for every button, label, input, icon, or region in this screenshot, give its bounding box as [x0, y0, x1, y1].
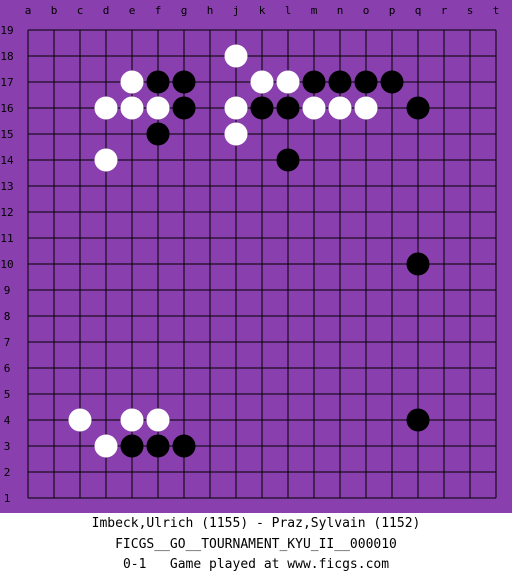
- black-stone: [328, 70, 352, 94]
- row-label: 15: [0, 128, 13, 141]
- black-stone: [146, 70, 170, 94]
- white-stone: [224, 96, 248, 120]
- row-label: 9: [4, 284, 11, 297]
- row-label: 13: [0, 180, 13, 193]
- column-label: q: [415, 4, 422, 17]
- white-stone: [302, 96, 326, 120]
- column-label: f: [155, 4, 162, 17]
- row-label: 10: [0, 258, 13, 271]
- black-stone: [276, 148, 300, 172]
- black-stone: [302, 70, 326, 94]
- white-stone: [94, 96, 118, 120]
- white-stone: [120, 96, 144, 120]
- row-label: 3: [4, 440, 11, 453]
- column-label: m: [311, 4, 318, 17]
- column-label: g: [181, 4, 188, 17]
- row-label: 16: [0, 102, 13, 115]
- column-label: o: [363, 4, 370, 17]
- column-label: k: [259, 4, 266, 17]
- column-label: b: [51, 4, 58, 17]
- row-label: 7: [4, 336, 11, 349]
- row-label: 8: [4, 310, 11, 323]
- black-stone: [406, 252, 430, 276]
- black-stone: [250, 96, 274, 120]
- black-stone: [406, 96, 430, 120]
- event-caption: FICGS__GO__TOURNAMENT_KYU_II__000010: [115, 537, 397, 552]
- white-stone: [146, 96, 170, 120]
- black-stone: [120, 434, 144, 458]
- row-label: 11: [0, 232, 13, 245]
- white-stone: [224, 122, 248, 146]
- black-stone: [354, 70, 378, 94]
- white-stone: [146, 408, 170, 432]
- row-label: 12: [0, 206, 13, 219]
- board-grid: a b c d e f g h j k l m n o p q r s t191817161514131211109…: [0, 4, 500, 505]
- white-stone: [328, 96, 352, 120]
- row-label: 6: [4, 362, 11, 375]
- white-stone: [276, 70, 300, 94]
- go-board: a b c d e f g h j k l m n o p q r s t 19 18 17 16 15 14 13 12 11 10 9…: [0, 0, 512, 513]
- row-label: 4: [4, 414, 11, 427]
- column-label: r: [441, 4, 448, 17]
- white-stone: [120, 408, 144, 432]
- white-stone: [250, 70, 274, 94]
- black-stone: [146, 122, 170, 146]
- white-stone: [120, 70, 144, 94]
- row-label: 18: [0, 50, 13, 63]
- result-caption: 0-1 Game played at www.ficgs.com: [122, 557, 390, 572]
- row-label: 2: [4, 466, 11, 479]
- column-label: n: [337, 4, 344, 17]
- column-label: d: [103, 4, 110, 17]
- black-stone: [276, 96, 300, 120]
- row-label: 1: [4, 492, 11, 505]
- column-label: t: [493, 4, 500, 17]
- black-stone: [172, 434, 196, 458]
- black-stone: [406, 408, 430, 432]
- white-stone: [354, 96, 378, 120]
- column-label: p: [389, 4, 396, 17]
- black-stone: [380, 70, 404, 94]
- column-label: e: [129, 4, 136, 17]
- column-label: c: [77, 4, 84, 17]
- column-label: s: [467, 4, 474, 17]
- row-label: 19: [0, 24, 13, 37]
- row-label: 17: [0, 76, 13, 89]
- column-label: l: [285, 4, 292, 17]
- white-stone: [224, 44, 248, 68]
- row-label: 5: [4, 388, 11, 401]
- white-stone: [94, 148, 118, 172]
- row-label: 14: [0, 154, 14, 167]
- black-stone: [146, 434, 170, 458]
- white-stone: [94, 434, 118, 458]
- black-stone: [172, 70, 196, 94]
- column-label: a: [25, 4, 32, 17]
- column-label: j: [233, 4, 240, 17]
- white-stone: [68, 408, 92, 432]
- players-caption: Imbeck,Ulrich (1155) - Praz,Sylvain (115…: [91, 516, 421, 531]
- black-stone: [172, 96, 196, 120]
- column-label: h: [207, 4, 214, 17]
